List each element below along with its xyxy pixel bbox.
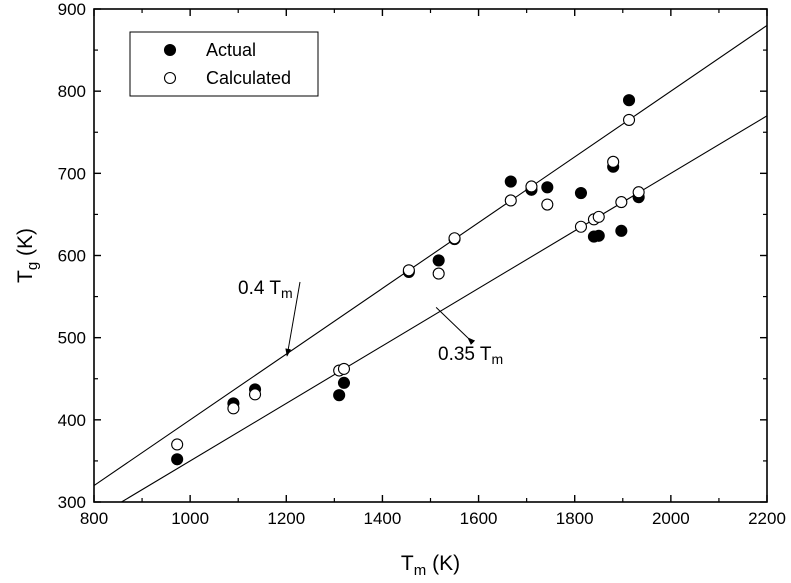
actual-point (615, 224, 628, 237)
actual-point (574, 187, 588, 200)
calculated-point (402, 264, 415, 277)
x-axis-label-unit: (K) (426, 552, 460, 575)
data-points (171, 94, 645, 466)
line-label-0-35: 0.35 Tm (438, 344, 503, 367)
y-axis-label-unit: (K) (14, 228, 37, 262)
calculated-point (541, 198, 554, 211)
calculated-point (227, 402, 240, 415)
actual-point (504, 175, 517, 188)
calculated-point (171, 438, 184, 451)
calculated-point (622, 113, 636, 126)
calculated-point (432, 267, 445, 280)
actual-point (541, 181, 554, 194)
x-tick-label: 1000 (171, 509, 209, 528)
actual-point (432, 254, 445, 267)
calculated-point (248, 388, 262, 401)
x-tick-label: 2200 (748, 509, 786, 528)
y-tick-label: 300 (58, 493, 86, 512)
calculated-point (525, 180, 538, 193)
line-label-0-4-subscript: m (281, 285, 293, 301)
actual-point (592, 229, 605, 242)
x-tick-label: 800 (80, 509, 108, 528)
x-tick-label: 2000 (652, 509, 690, 528)
x-tick-label: 1600 (460, 509, 498, 528)
y-axis-label-subscript: g (24, 262, 41, 270)
x-axis-label: Tm (K) (401, 552, 460, 579)
calculated-point (592, 210, 605, 223)
line-label-0-35-arrow (435, 307, 476, 346)
actual-point (171, 453, 184, 466)
y-tick-label: 700 (58, 164, 86, 183)
calculated-point (615, 196, 628, 209)
actual-point (333, 389, 346, 402)
legend: Actual Calculated (129, 31, 319, 97)
x-tick-label: 1800 (556, 509, 594, 528)
legend-box (129, 31, 319, 97)
y-axis-label: Tg (K) (14, 228, 41, 283)
line-label-0-35-main: 0.35 T (438, 344, 492, 365)
legend-marker (163, 71, 177, 85)
y-tick-label: 800 (58, 82, 86, 101)
actual-point (337, 376, 351, 389)
calculated-point (504, 194, 517, 207)
legend-marker (163, 43, 177, 57)
axis-ticks (93, 8, 768, 503)
tick-labels: 800 1000 1200 1400 1600 1800 2000 2200 300 400 500… (58, 0, 786, 528)
y-tick-label: 900 (58, 0, 86, 19)
actual-point (622, 94, 636, 107)
line-label-0-4-main: 0.4 T (238, 278, 281, 299)
line-label-0-4-arrow (285, 281, 301, 357)
x-axis-label-subscript: m (414, 562, 427, 579)
line-label-0-35-subscript: m (492, 351, 504, 367)
calculated-point (607, 155, 620, 168)
calculated-point (632, 186, 645, 199)
y-tick-label: 400 (58, 411, 86, 430)
legend-label: Actual (206, 40, 256, 60)
line-annotations: 0.4 Tm0.35 Tm (238, 278, 503, 367)
x-tick-label: 1400 (364, 509, 402, 528)
y-tick-label: 600 (58, 247, 86, 266)
y-tick-label: 500 (58, 329, 86, 348)
calculated-point (574, 220, 588, 233)
line-label-0-4: 0.4 Tm (238, 278, 293, 301)
x-axis-label-main: T (401, 552, 414, 575)
calculated-point (448, 232, 461, 245)
y-axis-label-main: T (14, 270, 37, 283)
legend-label: Calculated (206, 68, 291, 88)
reference-lines (93, 24, 768, 503)
reference-line-2 (121, 115, 768, 503)
reference-line-1 (93, 24, 768, 487)
calculated-point (337, 362, 351, 375)
x-tick-label: 1200 (267, 509, 305, 528)
